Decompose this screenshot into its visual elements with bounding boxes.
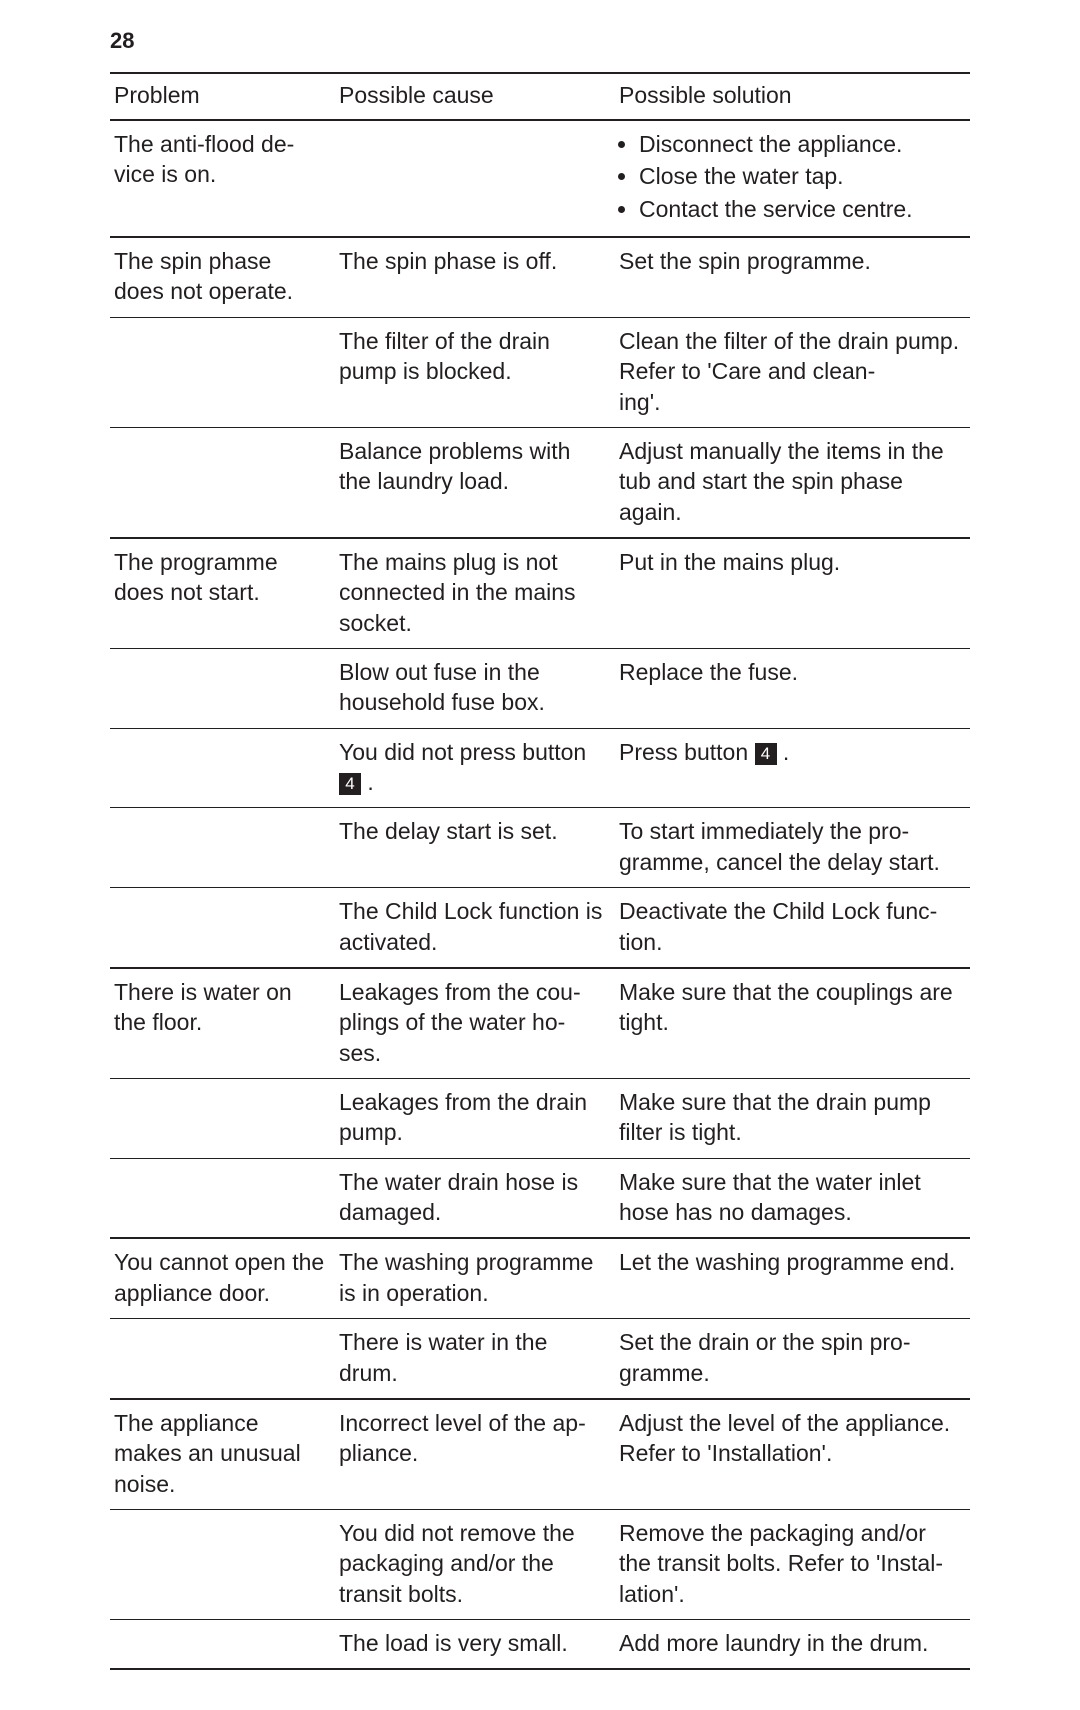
table-row: The programme does not start.The mains p… bbox=[110, 538, 970, 649]
cell-solution: Put in the mains plug. bbox=[615, 538, 970, 649]
keycap-icon: 4 bbox=[339, 773, 361, 795]
header-problem: Problem bbox=[110, 73, 335, 120]
cell-solution: Set the drain or the spin pro-gramme. bbox=[615, 1319, 970, 1399]
cell-problem bbox=[110, 1158, 335, 1238]
cell-solution: Adjust manually the items in the tub and… bbox=[615, 427, 970, 538]
cell-cause: The Child Lock function is activated. bbox=[335, 888, 615, 968]
table-row: Balance problems with the laundry load.A… bbox=[110, 427, 970, 538]
cell-solution: Make sure that the drain pump filter is … bbox=[615, 1078, 970, 1158]
cell-cause: You did not press button 4 . bbox=[335, 728, 615, 808]
cell-cause: The spin phase is off. bbox=[335, 237, 615, 317]
table-row: The filter of the drain pump is blocked.… bbox=[110, 317, 970, 427]
cell-cause: The filter of the drain pump is blocked. bbox=[335, 317, 615, 427]
table-row: Leakages from the drain pump.Make sure t… bbox=[110, 1078, 970, 1158]
cell-solution: Remove the packaging and/or the transit … bbox=[615, 1509, 970, 1619]
troubleshooting-table: Problem Possible cause Possible solution… bbox=[110, 72, 970, 1670]
cell-solution: Add more laundry in the drum. bbox=[615, 1620, 970, 1670]
cell-problem bbox=[110, 1319, 335, 1399]
cell-cause: Leakages from the drain pump. bbox=[335, 1078, 615, 1158]
table-row: The anti-flood de-vice is on. Disconnect … bbox=[110, 120, 970, 237]
cell-solution: Let the washing programme end. bbox=[615, 1238, 970, 1318]
table-row: You did not remove the packaging and/or … bbox=[110, 1509, 970, 1619]
page-number: 28 bbox=[110, 28, 970, 54]
cell-cause: The washing programme is in operation. bbox=[335, 1238, 615, 1318]
cell-cause: The water drain hose is damaged. bbox=[335, 1158, 615, 1238]
cell-cause: Leakages from the cou-plings of the wate… bbox=[335, 968, 615, 1079]
table-row: The water drain hose is damaged.Make sur… bbox=[110, 1158, 970, 1238]
table-row: You cannot open the appliance door.The w… bbox=[110, 1238, 970, 1318]
cell-solution: Deactivate the Child Lock func-tion. bbox=[615, 888, 970, 968]
cell-solution: Replace the fuse. bbox=[615, 649, 970, 729]
cell-cause: You did not remove the packaging and/or … bbox=[335, 1509, 615, 1619]
cell-cause: Incorrect level of the ap-pliance. bbox=[335, 1399, 615, 1510]
cell-solution: Make sure that the couplings are tight. bbox=[615, 968, 970, 1079]
cell-solution: Clean the filter of the drain pump. Refe… bbox=[615, 317, 970, 427]
table-row: The Child Lock function is activated.Dea… bbox=[110, 888, 970, 968]
cell-solution: Make sure that the water inlet hose has … bbox=[615, 1158, 970, 1238]
header-solution: Possible solution bbox=[615, 73, 970, 120]
cell-cause: Blow out fuse in the household fuse box. bbox=[335, 649, 615, 729]
cell-problem bbox=[110, 1620, 335, 1670]
cell-problem: You cannot open the appliance door. bbox=[110, 1238, 335, 1318]
cell-cause: The delay start is set. bbox=[335, 808, 615, 888]
table-row: The delay start is set.To start immediat… bbox=[110, 808, 970, 888]
table-header-row: Problem Possible cause Possible solution bbox=[110, 73, 970, 120]
keycap-icon: 4 bbox=[755, 743, 777, 765]
list-item: Close the water tap. bbox=[639, 161, 960, 191]
solution-list: Disconnect the appliance.Close the water… bbox=[619, 129, 960, 224]
page: 28 Problem Possible cause Possible solut… bbox=[0, 0, 1080, 1710]
table-row: There is water on the floor.Leakages fro… bbox=[110, 968, 970, 1079]
cell-problem bbox=[110, 808, 335, 888]
cell-problem bbox=[110, 888, 335, 968]
cell-cause: The mains plug is not connected in the m… bbox=[335, 538, 615, 649]
cell-problem: There is water on the floor. bbox=[110, 968, 335, 1079]
cell-cause: Balance problems with the laundry load. bbox=[335, 427, 615, 538]
cell-problem: The appliance makes an unusual noise. bbox=[110, 1399, 335, 1510]
cell-problem: The anti-flood de-vice is on. bbox=[110, 120, 335, 237]
cell-solution: Press button 4 . bbox=[615, 728, 970, 808]
table-row: Blow out fuse in the household fuse box.… bbox=[110, 649, 970, 729]
cell-problem bbox=[110, 1509, 335, 1619]
cell-problem: The programme does not start. bbox=[110, 538, 335, 649]
cell-solution: Adjust the level of the appliance. Refer… bbox=[615, 1399, 970, 1510]
cell-solution: To start immediately the pro-gramme, can… bbox=[615, 808, 970, 888]
cell-cause: The load is very small. bbox=[335, 1620, 615, 1670]
table-row: The spin phase does not operate.The spin… bbox=[110, 237, 970, 317]
cell-cause: There is water in the drum. bbox=[335, 1319, 615, 1399]
list-item: Contact the service centre. bbox=[639, 194, 960, 224]
table-body: The anti-flood de-vice is on. Disconnect … bbox=[110, 120, 970, 1669]
cell-problem bbox=[110, 1078, 335, 1158]
cell-problem bbox=[110, 427, 335, 538]
cell-cause bbox=[335, 120, 615, 237]
cell-solution: Set the spin programme. bbox=[615, 237, 970, 317]
cell-solution: Disconnect the appliance.Close the water… bbox=[615, 120, 970, 237]
table-row: The appliance makes an unusual noise.Inc… bbox=[110, 1399, 970, 1510]
list-item: Disconnect the appliance. bbox=[639, 129, 960, 159]
table-row: You did not press button 4 .Press button… bbox=[110, 728, 970, 808]
table-row: The load is very small.Add more laundry … bbox=[110, 1620, 970, 1670]
header-cause: Possible cause bbox=[335, 73, 615, 120]
cell-problem bbox=[110, 317, 335, 427]
cell-problem bbox=[110, 649, 335, 729]
table-row: There is water in the drum.Set the drain… bbox=[110, 1319, 970, 1399]
cell-problem bbox=[110, 728, 335, 808]
cell-problem: The spin phase does not operate. bbox=[110, 237, 335, 317]
